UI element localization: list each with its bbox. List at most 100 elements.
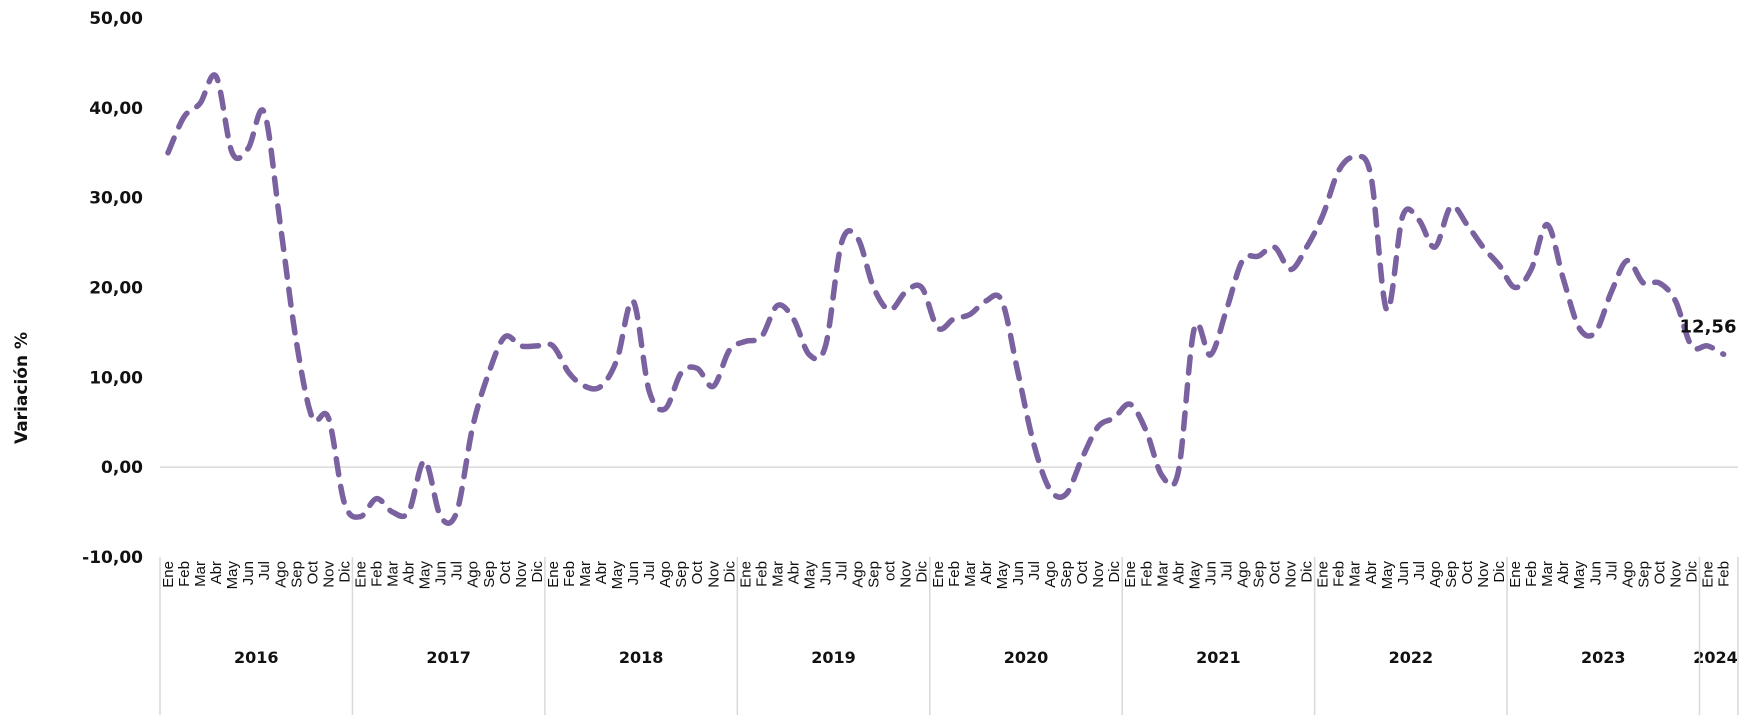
x-tick-month: Ago xyxy=(272,561,289,588)
x-tick-month: Nov xyxy=(1475,561,1492,588)
x-tick-month: Feb xyxy=(368,561,385,587)
x-tick-month: Oct xyxy=(497,560,514,584)
x-tick-month: Ene xyxy=(545,561,562,588)
x-tick-month: Jun xyxy=(433,561,450,585)
y-tick-label: -10,00 xyxy=(82,548,143,568)
y-tick-label: 50,00 xyxy=(89,9,143,29)
x-tick-month: Sep xyxy=(1058,561,1075,588)
x-year-label: 2023 xyxy=(1581,648,1626,667)
x-tick-month: Dic xyxy=(529,561,546,583)
x-tick-month: Dic xyxy=(1491,561,1508,583)
x-tick-month: Ago xyxy=(1042,561,1059,588)
x-tick-month: Ene xyxy=(1507,561,1524,588)
x-tick-month: May xyxy=(1186,561,1203,590)
x-tick-month: Feb xyxy=(1716,561,1733,587)
x-tick-month: Oct xyxy=(1074,560,1091,584)
y-tick-label: 40,00 xyxy=(89,99,143,119)
x-tick-month: Sep xyxy=(673,561,690,588)
series-line xyxy=(165,72,1727,526)
x-tick-month: Oct xyxy=(304,560,321,584)
x-year-label: 2017 xyxy=(426,648,471,667)
x-tick-month: Ene xyxy=(930,561,947,588)
x-tick-month: Abr xyxy=(1170,561,1187,584)
x-axis: Ene Feb Mar Abr May Jun Jul Ago Sep Oct Nov Dic2016… xyxy=(159,557,1739,715)
x-tick-month: Nov xyxy=(705,561,722,588)
x-tick-month: Abr xyxy=(785,561,802,584)
x-tick-month: Mar xyxy=(192,561,209,587)
x-tick-month: Mar xyxy=(769,561,786,587)
x-tick-month: Oct xyxy=(689,560,706,584)
x-tick-month: oct xyxy=(882,560,899,581)
x-tick-month: Abr xyxy=(1363,561,1380,584)
x-tick-month: Ene xyxy=(160,561,177,588)
x-tick-month: Dic xyxy=(1683,561,1700,583)
x-tick-month: Feb xyxy=(753,561,770,587)
x-tick-month: Dic xyxy=(914,561,931,583)
x-year-label: 2018 xyxy=(619,648,664,667)
x-tick-month: Jul xyxy=(449,561,466,580)
x-tick-month: Abr xyxy=(208,561,225,584)
x-tick-month: Sep xyxy=(866,561,883,588)
x-tick-month: Dic xyxy=(721,561,738,583)
x-tick-month: Feb xyxy=(176,561,193,587)
y-axis-label: Variación % xyxy=(12,332,32,444)
x-tick-month: Nov xyxy=(1090,561,1107,588)
x-tick-month: Feb xyxy=(561,561,578,587)
x-tick-month: Mar xyxy=(1154,561,1171,587)
x-tick-month: Jun xyxy=(1587,561,1604,585)
x-tick-month: Ene xyxy=(737,561,754,588)
x-tick-month: May xyxy=(801,561,818,590)
x-tick-month: Jun xyxy=(818,561,835,585)
x-tick-month: Jun xyxy=(1395,561,1412,585)
x-tick-month: Jul xyxy=(641,561,658,580)
x-tick-month: Jun xyxy=(1010,561,1027,585)
x-tick-month: Jul xyxy=(1218,561,1235,580)
y-tick-label: 0,00 xyxy=(101,458,143,478)
x-tick-month: Ago xyxy=(1619,561,1636,588)
x-tick-month: May xyxy=(1379,561,1396,590)
x-tick-month: Jul xyxy=(1411,561,1428,580)
x-tick-month: Abr xyxy=(401,561,418,584)
x-tick-month: Sep xyxy=(1635,561,1652,588)
x-tick-month: Jul xyxy=(256,561,273,580)
x-year-label: 2016 xyxy=(234,648,279,667)
x-tick-month: Ene xyxy=(1700,561,1717,588)
x-tick-month: Oct xyxy=(1459,560,1476,584)
x-tick-month: Ene xyxy=(352,561,369,588)
y-tick-label: 20,00 xyxy=(89,279,143,299)
x-tick-month: Ene xyxy=(1122,561,1139,588)
x-tick-month: Nov xyxy=(320,561,337,588)
x-tick-month: Nov xyxy=(1283,561,1300,588)
x-tick-month: May xyxy=(1571,561,1588,590)
x-tick-month: May xyxy=(994,561,1011,590)
x-tick-month: Dic xyxy=(1299,561,1316,583)
x-tick-month: Dic xyxy=(1106,561,1123,583)
x-tick-month: Ago xyxy=(465,561,482,588)
x-tick-month: Oct xyxy=(1267,560,1284,584)
x-tick-month: Mar xyxy=(385,561,402,587)
x-tick-month: Abr xyxy=(978,561,995,584)
x-tick-month: Feb xyxy=(1331,561,1348,587)
x-tick-month: Jun xyxy=(240,561,257,585)
x-tick-month: Nov xyxy=(1667,561,1684,588)
x-tick-month: Nov xyxy=(898,561,915,588)
y-tick-label: 30,00 xyxy=(89,189,143,209)
x-tick-month: Feb xyxy=(1523,561,1540,587)
x-tick-month: Mar xyxy=(962,561,979,587)
y-tick-labels: 50,00 40,00 30,00 20,00 10,00 0,00 -10,00 xyxy=(82,9,143,568)
x-tick-month: Ago xyxy=(657,561,674,588)
x-tick-month: Jul xyxy=(1603,561,1620,580)
x-tick-month: Sep xyxy=(481,561,498,588)
x-tick-month: Jun xyxy=(1202,561,1219,585)
x-tick-month: Abr xyxy=(593,561,610,584)
y-tick-label: 10,00 xyxy=(89,368,143,388)
x-tick-month: Mar xyxy=(577,561,594,587)
x-tick-month: Jul xyxy=(834,561,851,580)
x-tick-month: Ago xyxy=(1234,561,1251,588)
x-tick-month: Sep xyxy=(1443,561,1460,588)
x-tick-month: Mar xyxy=(1539,561,1556,587)
x-year-label: 2024 xyxy=(1693,648,1738,667)
x-tick-month: Ago xyxy=(850,561,867,588)
x-tick-month: May xyxy=(224,561,241,590)
